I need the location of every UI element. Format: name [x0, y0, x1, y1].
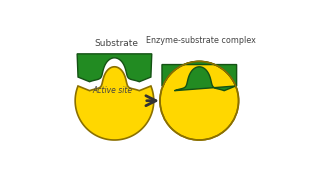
Polygon shape [75, 67, 154, 140]
Polygon shape [162, 61, 236, 91]
Text: Enzyme-substrate complex: Enzyme-substrate complex [146, 36, 256, 45]
Circle shape [160, 61, 239, 140]
Polygon shape [77, 54, 152, 82]
Text: Substrate: Substrate [94, 39, 138, 48]
Text: Active site: Active site [92, 86, 133, 94]
